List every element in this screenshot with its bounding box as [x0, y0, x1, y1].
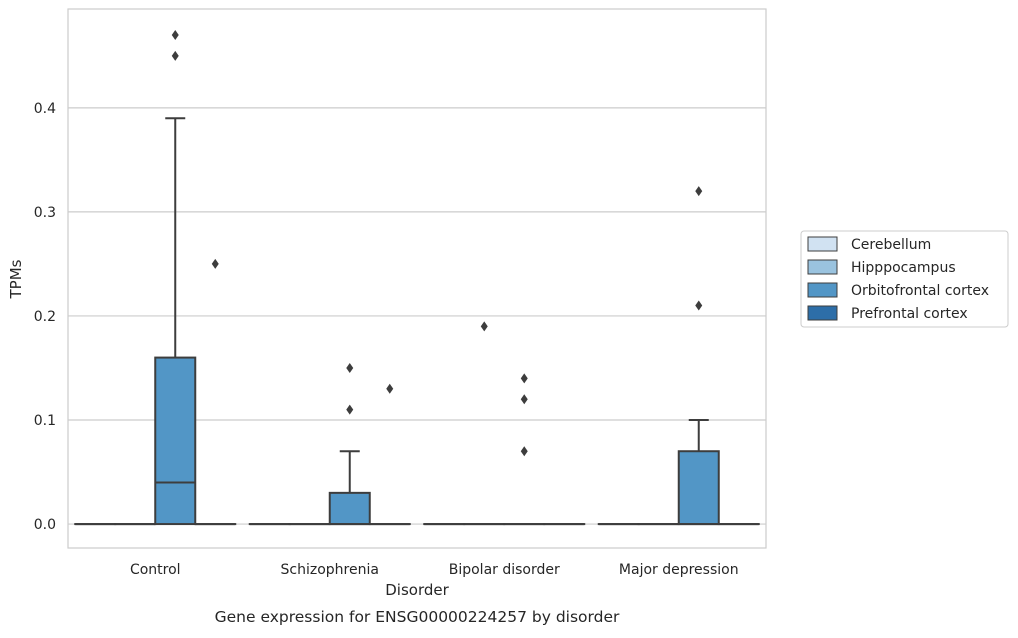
y-tick-label: 0.4	[34, 101, 56, 117]
box-body	[330, 493, 370, 524]
y-axis-title: TPMs	[7, 259, 25, 299]
x-axis-title: Disorder	[385, 581, 449, 599]
legend-swatch	[808, 260, 837, 274]
legend-swatch	[808, 237, 837, 251]
outlier-point	[521, 446, 528, 456]
x-tick-label: Major depression	[619, 562, 739, 578]
outlier-point	[346, 363, 353, 373]
legend-label: Hipppocampus	[851, 260, 956, 276]
y-tick-label: 0.3	[34, 205, 56, 221]
outlier-point	[695, 301, 702, 311]
legend: Cerebellum Hipppocampus Orbitofrontal cort…	[801, 231, 1008, 327]
legend-label: Cerebellum	[851, 237, 931, 253]
box-orbitofrontal-cortex	[155, 118, 195, 524]
x-tick-label: Control	[130, 562, 181, 578]
outlier-point	[172, 30, 179, 40]
outlier-point	[346, 405, 353, 415]
box-orbitofrontal-cortex	[330, 451, 370, 524]
x-tick-labels: Control Schizophrenia Bipolar disorder Majo…	[130, 562, 739, 578]
box-orbitofrontal-cortex	[679, 420, 719, 524]
outlier-point	[481, 321, 488, 331]
y-tick-label: 0.2	[34, 309, 56, 325]
outlier-point	[695, 186, 702, 196]
box-body	[155, 358, 195, 524]
outlier-point	[521, 394, 528, 404]
x-tick-label: Bipolar disorder	[449, 562, 560, 578]
legend-label: Prefrontal cortex	[851, 306, 968, 322]
outlier-point	[212, 259, 219, 269]
chart-caption: Gene expression for ENSG00000224257 by d…	[215, 608, 620, 626]
boxes-layer	[75, 118, 759, 524]
x-tick-label: Schizophrenia	[281, 562, 379, 578]
y-tick-label: 0.0	[34, 517, 56, 533]
outliers-layer	[172, 30, 703, 456]
box-body	[679, 451, 719, 524]
y-tick-label: 0.1	[34, 413, 56, 429]
legend-swatch	[808, 306, 837, 320]
outlier-point	[521, 373, 528, 383]
legend-label: Orbitofrontal cortex	[851, 283, 989, 299]
outlier-point	[386, 384, 393, 394]
outlier-point	[172, 51, 179, 61]
legend-swatch	[808, 283, 837, 297]
y-tick-labels: 0.0 0.1 0.2 0.3 0.4	[34, 101, 56, 533]
